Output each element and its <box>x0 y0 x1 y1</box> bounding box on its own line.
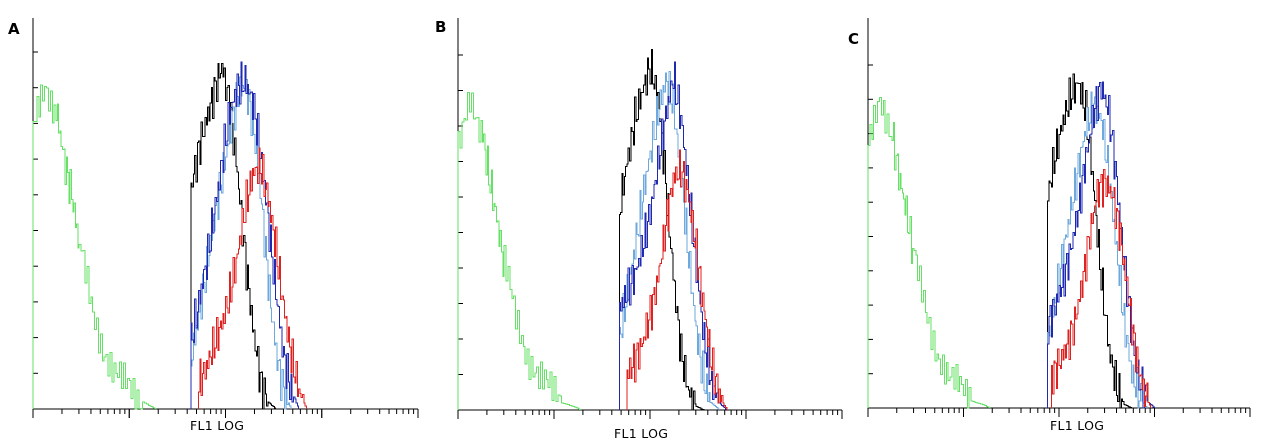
panel-c-x-axis-title: FL1 LOG <box>1050 418 1104 433</box>
panel-b-series-0-trace <box>457 91 582 410</box>
panel-c-series-2-trace <box>1047 91 1148 409</box>
panel-b-series-3-trace <box>618 61 728 410</box>
panel-b: B FL1 LOG <box>435 18 843 441</box>
panel-b-series-2-trace <box>618 71 720 410</box>
panel-a-series-1-trace <box>190 63 277 410</box>
panel-c-series-0-trace <box>867 96 991 409</box>
panel-b-series-4-trace <box>626 149 728 410</box>
panel-letter-c: C <box>848 30 859 48</box>
panel-c-traces <box>867 73 1155 409</box>
panel-a-traces <box>32 61 307 410</box>
panel-a-series-3-trace <box>190 61 300 409</box>
panel-b-x-axis-title: FL1 LOG <box>614 426 668 441</box>
panel-a-series-0-trace <box>32 84 157 410</box>
panel-a-x-axis-title: FL1 LOG <box>190 418 244 433</box>
panel-b-traces <box>457 49 728 411</box>
panel-a-series-4-trace <box>198 147 307 409</box>
panel-c-series-4-trace <box>1050 168 1152 408</box>
panel-c-series-3-trace <box>1047 81 1155 409</box>
panel-letter-b: B <box>435 18 446 36</box>
panel-a: A FL1 LOG <box>8 18 419 433</box>
panel-c: C FL1 LOG <box>848 18 1251 433</box>
panel-letter-a: A <box>8 20 20 38</box>
